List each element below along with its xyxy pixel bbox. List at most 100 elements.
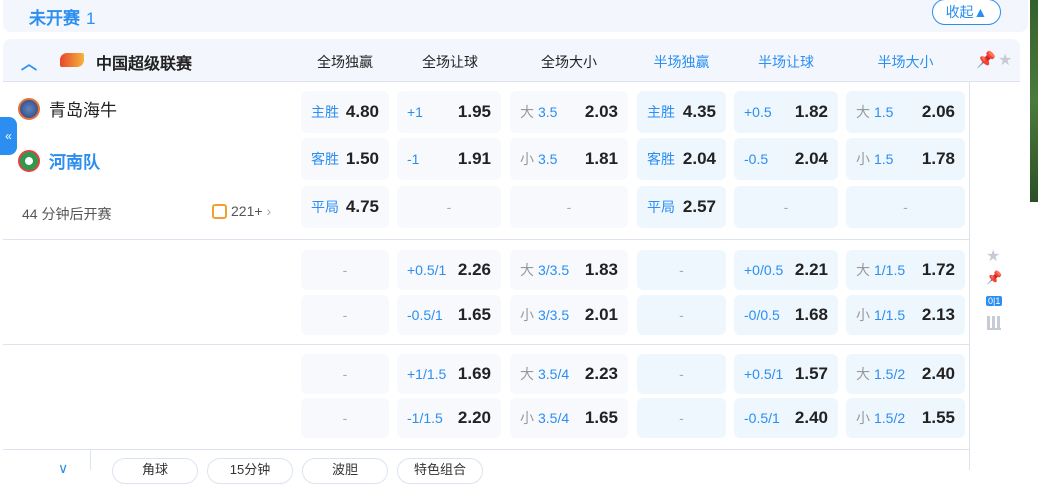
odds-line: 1/1.5 xyxy=(874,307,906,323)
odds-cell[interactable]: 小 3.5/4 1.65 xyxy=(510,398,628,438)
odds-value: 1.82 xyxy=(794,102,828,121)
column-header: 半场让球 xyxy=(758,54,814,70)
pin-icon[interactable]: 📌 xyxy=(986,270,1003,285)
odds-cell[interactable]: 小 3/3.5 2.01 xyxy=(510,295,628,335)
odds-cell[interactable]: -1/1.5 2.20 xyxy=(397,398,501,438)
odds-cell[interactable]: +1 1.95 xyxy=(397,91,501,133)
odds-cell[interactable]: 小 3.5 1.81 xyxy=(510,138,628,180)
odds-value: 1.69 xyxy=(457,364,491,383)
odds-label: +1/1.5 xyxy=(407,366,447,382)
column-header: 全场大小 xyxy=(541,54,597,70)
column-header: 半场独赢 xyxy=(653,54,710,70)
empty-odds: - xyxy=(342,262,348,278)
odds-label: +0/0.5 xyxy=(744,262,784,278)
league-name: 中国超级联赛 xyxy=(96,56,193,73)
odds-cell[interactable]: +0/0.5 2.21 xyxy=(734,250,838,290)
collapse-button[interactable]: 收起▲ xyxy=(932,0,1001,25)
odds-side: 小 xyxy=(856,151,870,167)
pin-icon[interactable]: 📌 xyxy=(976,52,996,69)
odds-side: 大 xyxy=(520,104,534,120)
market-tab[interactable]: 特色组合 xyxy=(397,458,483,484)
odds-label: -0/0.5 xyxy=(744,307,780,323)
odds-value: 2.04 xyxy=(682,149,716,168)
odds-cell[interactable]: +0.5/1 1.57 xyxy=(734,354,838,394)
odds-cell[interactable]: 主胜 4.35 xyxy=(637,91,726,133)
background-image xyxy=(1030,0,1038,202)
more-count: 221+ xyxy=(231,203,263,219)
star-icon[interactable]: ★ xyxy=(986,248,1001,265)
team-badge-icon xyxy=(18,149,40,172)
odds-cell[interactable]: -1 1.91 xyxy=(397,138,501,180)
start-time: 44 分钟后开赛 xyxy=(22,206,112,222)
odds-value: 2.03 xyxy=(584,102,618,121)
expand-sidebar-button[interactable]: « xyxy=(0,117,17,155)
odds-line: 3.5/4 xyxy=(538,410,570,426)
odds-cell: - xyxy=(301,398,389,438)
odds-value: 2.40 xyxy=(921,364,955,383)
score-badge[interactable]: 0|1 xyxy=(986,296,1003,306)
odds-side: 小 xyxy=(856,307,870,323)
odds-cell[interactable]: 大 3.5/4 2.23 xyxy=(510,354,628,394)
chevron-up-icon[interactable]: ︿ xyxy=(21,56,38,73)
empty-odds: - xyxy=(679,262,684,278)
odds-label: -1 xyxy=(407,151,420,167)
odds-value: 1.50 xyxy=(345,149,379,168)
divider xyxy=(3,239,970,240)
odds-cell[interactable]: 客胜 1.50 xyxy=(301,138,389,180)
away-team-name: 河南队 xyxy=(49,153,100,172)
section-count: 1 xyxy=(86,9,96,28)
market-tab[interactable]: 波胆 xyxy=(302,458,388,484)
odds-cell[interactable]: -0.5/1 2.40 xyxy=(734,398,838,438)
odds-label: 主胜 xyxy=(311,104,339,120)
odds-cell[interactable]: 小 1.5/2 1.55 xyxy=(846,398,965,438)
odds-value: 2.01 xyxy=(584,305,618,324)
odds-side: 大 xyxy=(856,104,870,120)
odds-cell[interactable]: 平局 2.57 xyxy=(637,186,726,228)
odds-cell: - xyxy=(397,186,501,228)
odds-side: 小 xyxy=(520,151,534,167)
odds-label: 客胜 xyxy=(311,151,339,167)
odds-label: -0.5/1 xyxy=(744,410,780,426)
odds-cell[interactable]: 主胜 4.80 xyxy=(301,91,389,133)
odds-cell[interactable]: 小 1.5 1.78 xyxy=(846,138,965,180)
market-tab[interactable]: 15分钟 xyxy=(207,458,293,484)
odds-cell[interactable]: -0.5 2.04 xyxy=(734,138,838,180)
star-icon[interactable]: ★ xyxy=(998,52,1013,69)
odds-cell[interactable]: 客胜 2.04 xyxy=(637,138,726,180)
market-tab[interactable]: 角球 xyxy=(112,458,198,484)
odds-value: 1.95 xyxy=(457,102,491,121)
away-team[interactable]: 河南队 xyxy=(18,148,100,173)
more-markets-link[interactable]: 221+ › xyxy=(212,203,271,219)
odds-value: 2.06 xyxy=(921,102,955,121)
odds-cell[interactable]: +1/1.5 1.69 xyxy=(397,354,501,394)
odds-label: -0.5/1 xyxy=(407,307,443,323)
odds-cell[interactable]: 大 1.5/2 2.40 xyxy=(846,354,965,394)
odds-label: -1/1.5 xyxy=(407,410,443,426)
odds-side: 大 xyxy=(520,262,534,278)
odds-cell[interactable]: 小 1/1.5 2.13 xyxy=(846,295,965,335)
section-header: 未开赛 1 xyxy=(3,0,1028,32)
chevron-down-icon[interactable]: ∨ xyxy=(58,460,69,476)
odds-cell[interactable]: 大 1/1.5 1.72 xyxy=(846,250,965,290)
odds-side: 小 xyxy=(520,307,534,323)
odds-cell[interactable]: -0/0.5 1.68 xyxy=(734,295,838,335)
odds-cell[interactable]: +0.5/1 2.26 xyxy=(397,250,501,290)
home-team[interactable]: 青岛海牛 xyxy=(18,96,117,121)
odds-cell[interactable]: 平局 4.75 xyxy=(301,186,389,228)
odds-cell[interactable]: 大 1.5 2.06 xyxy=(846,91,965,133)
divider xyxy=(969,82,970,470)
odds-value: 1.91 xyxy=(457,149,491,168)
odds-cell[interactable]: +0.5 1.82 xyxy=(734,91,838,133)
odds-value: 1.83 xyxy=(584,260,618,279)
odds-value: 2.23 xyxy=(584,364,618,383)
odds-cell[interactable]: -0.5/1 1.65 xyxy=(397,295,501,335)
odds-cell[interactable]: 大 3.5 2.03 xyxy=(510,91,628,133)
odds-value: 1.65 xyxy=(457,305,491,324)
section-title: 未开赛 xyxy=(29,9,80,28)
column-header: 全场独赢 xyxy=(317,54,373,70)
stats-icon[interactable] xyxy=(987,316,1001,330)
odds-value: 2.57 xyxy=(682,197,716,216)
divider xyxy=(3,449,970,450)
odds-cell: - xyxy=(637,250,726,290)
odds-cell[interactable]: 大 3/3.5 1.83 xyxy=(510,250,628,290)
